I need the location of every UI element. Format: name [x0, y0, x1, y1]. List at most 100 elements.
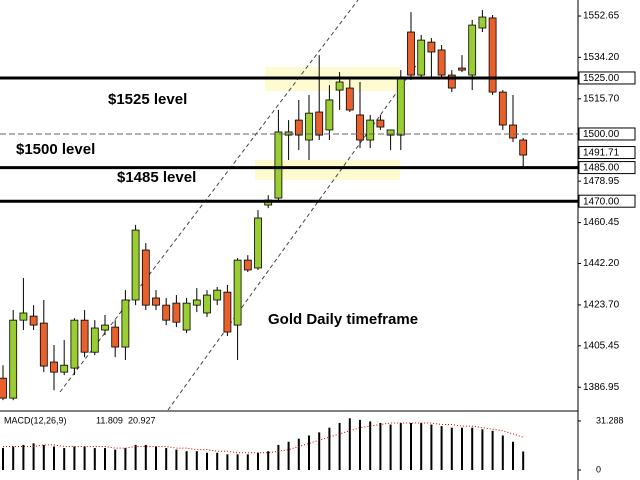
macd-bar [501, 435, 504, 471]
macd-bar [257, 452, 259, 471]
candle-body [29, 315, 38, 326]
candle-body [39, 322, 48, 367]
macd-bar [267, 451, 270, 471]
level-label-box [578, 71, 636, 85]
candle-body [60, 364, 69, 373]
macd-bar [338, 422, 341, 471]
macd-bar [481, 429, 484, 471]
candle-body [243, 259, 252, 271]
y-tick-label: 1386.95 [583, 382, 620, 393]
macd-bar [410, 422, 412, 471]
macd-bar [195, 451, 198, 471]
current-price-box [578, 146, 636, 160]
candle-body [356, 114, 364, 141]
candle-body [458, 67, 466, 71]
macd-bar [2, 448, 4, 471]
macd-bar [42, 444, 45, 471]
candle-body [407, 31, 415, 76]
macd-value: 11.809 [96, 415, 123, 425]
macd-bar [369, 421, 372, 471]
channel-line [167, 59, 421, 411]
annotation: Gold Daily timeframe [268, 311, 418, 328]
macd-bar [379, 422, 382, 471]
y-tick-label: 1515.70 [583, 93, 620, 104]
macd-bar [114, 449, 117, 471]
macd-bar [83, 446, 86, 471]
candle-body [121, 299, 130, 348]
highlight-zone [255, 160, 400, 180]
candle-body [468, 24, 477, 76]
macd-bar [522, 451, 525, 471]
candle-body [254, 217, 262, 269]
y-tick-label: 1534.20 [583, 52, 620, 63]
y-tick-label: 1460.45 [583, 217, 620, 228]
macd-bar [73, 446, 76, 471]
macd-bar [450, 427, 453, 471]
macd-bar [308, 435, 310, 471]
macd-bar [53, 446, 55, 471]
macd-tick-label: 0 [596, 464, 601, 474]
candle-body [141, 249, 150, 306]
macd-bar [348, 418, 351, 471]
macd-bar [93, 448, 96, 471]
candle-body [162, 304, 171, 321]
macd-bar [124, 448, 127, 471]
level-label: 1485.00 [583, 163, 620, 174]
candle-body [366, 119, 375, 141]
macd-bar [226, 454, 229, 471]
macd-bar [399, 422, 402, 471]
candle-body [519, 139, 528, 156]
candle-body [315, 111, 324, 136]
candle-body [131, 229, 140, 301]
candle-body [386, 129, 395, 136]
candle-body [417, 39, 426, 76]
candle-body [345, 87, 354, 111]
macd-bar [22, 444, 25, 471]
y-tick-label: 1423.70 [583, 300, 620, 311]
candle-body [335, 81, 344, 91]
macd-bar [287, 441, 290, 471]
candle-body [9, 319, 18, 399]
macd-signal-line [3, 422, 524, 454]
annotation: $1485 level [117, 169, 196, 186]
candle-body [182, 302, 191, 331]
candle-body [478, 16, 487, 29]
y-tick-label: 1442.20 [583, 258, 620, 269]
macd-bar [318, 432, 321, 471]
macd-bar [63, 448, 66, 471]
macd-bar [491, 430, 494, 471]
macd-bar [175, 449, 178, 471]
candle-body [488, 17, 497, 93]
level-label: 1500.00 [583, 129, 620, 140]
candle-body [192, 299, 201, 306]
candle-body [172, 302, 181, 323]
candle-body [294, 119, 303, 136]
macd-bar [297, 438, 300, 471]
candle-body [427, 41, 436, 53]
level-label: 1470.00 [583, 196, 620, 207]
macd-bar [165, 448, 168, 471]
candle-body [111, 326, 120, 348]
candle-body [437, 49, 446, 76]
macd-bar [359, 419, 361, 471]
y-tick-label: 1552.65 [583, 11, 620, 22]
macd-bar [440, 426, 443, 471]
current-price-label: 1491.71 [583, 148, 620, 159]
macd-bar [277, 444, 280, 471]
macd-bar [389, 424, 392, 471]
y-tick-label: 1478.95 [583, 176, 620, 187]
macd-bar [206, 452, 208, 471]
candle-body [70, 319, 79, 369]
channel-line [59, 0, 359, 393]
macd-signal-value: 20.927 [128, 415, 156, 425]
macd-tick-label: 31.288 [596, 415, 624, 425]
candle-body [396, 76, 405, 136]
candle-body [213, 289, 222, 301]
macd-bar [328, 427, 331, 471]
macd-bar [104, 448, 106, 471]
macd-bar [461, 427, 463, 471]
level-label-box [578, 127, 636, 141]
annotation: $1525 level [108, 91, 187, 108]
candle-body [101, 324, 109, 331]
